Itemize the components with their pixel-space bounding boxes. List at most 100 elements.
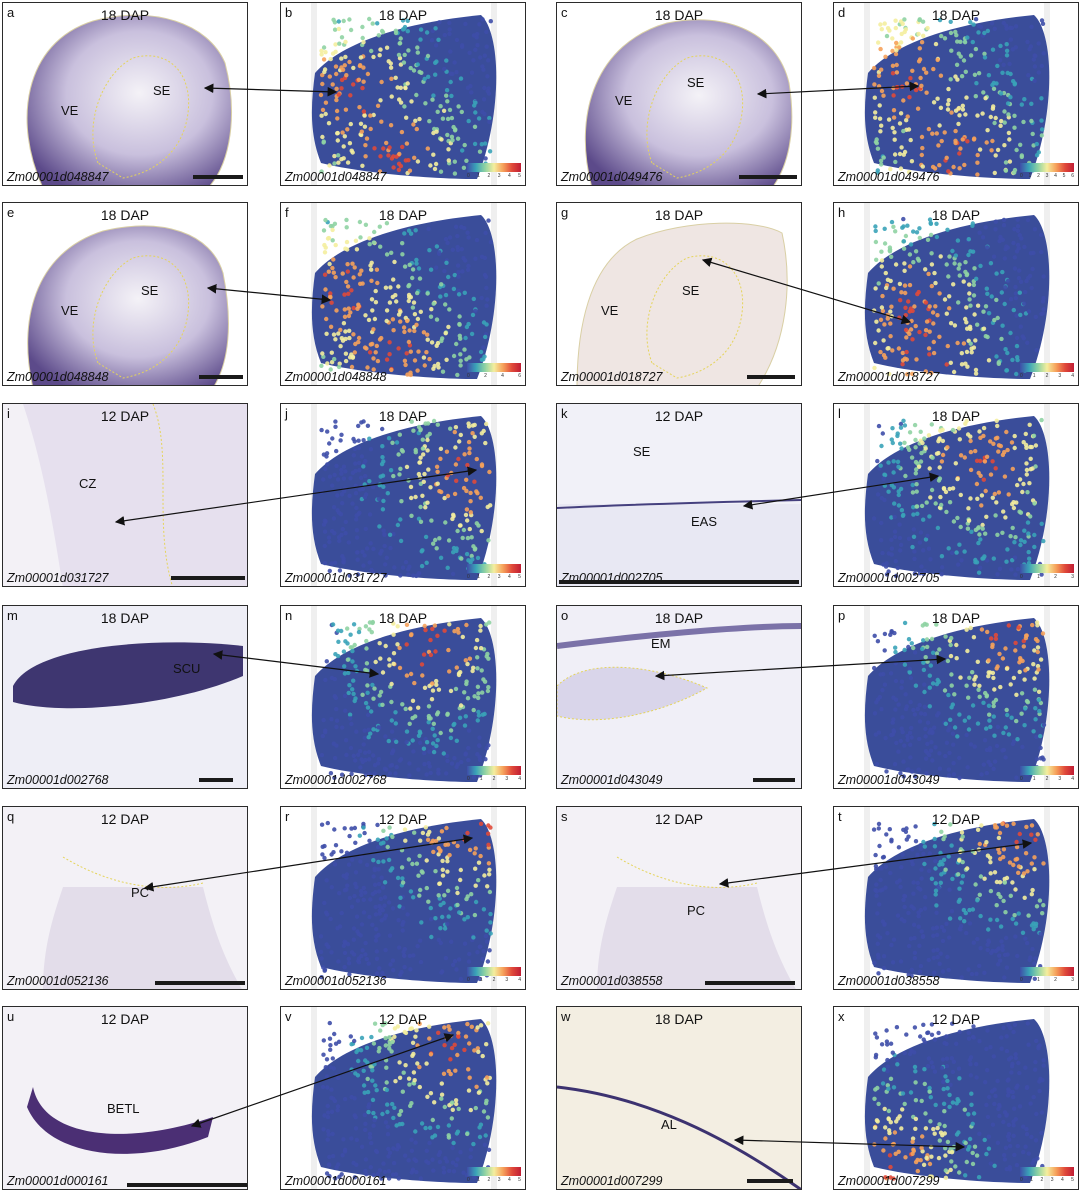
panel-title: 18 DAP <box>378 207 428 223</box>
gene-id: Zm00001d043049 <box>561 773 663 787</box>
panel-title: 12 DAP <box>100 811 150 827</box>
panel-letter: t <box>838 809 842 824</box>
panel-letter: s <box>561 809 568 824</box>
color-scale-gradient <box>1020 1167 1074 1176</box>
tissue-section-image <box>584 19 793 185</box>
spatial-heatmap-image <box>311 203 497 385</box>
gene-id: Zm00001d007299 <box>561 1174 663 1188</box>
region-label: PC <box>131 885 150 900</box>
panel-l: l 18 DAP Zm00001d002705 0 1 2 3 <box>833 403 1079 587</box>
color-scale-gradient <box>467 967 521 976</box>
color-scale-tick: 6 <box>518 373 521 379</box>
tissue-section-image <box>3 807 247 989</box>
region-label: VE <box>61 303 79 318</box>
panel-o: o 18 DAP Zm00001d043049 EM <box>556 605 802 789</box>
spatial-heatmap-image <box>311 807 497 989</box>
color-scale-ticks: 0 2 4 6 <box>467 373 521 379</box>
gene-id: Zm00001d048848 <box>285 370 387 384</box>
panel-letter: g <box>561 205 569 220</box>
gene-id: Zm00001d031727 <box>285 571 387 585</box>
color-scale-tick: 5 <box>518 173 521 179</box>
color-scale: 0 1 2 3 4 <box>467 967 521 983</box>
color-scale-tick: 0 <box>467 776 470 782</box>
gene-id: Zm00001d048847 <box>285 170 387 184</box>
panel-letter: v <box>285 1009 292 1024</box>
panel-p: p 18 DAP Zm00001d043049 0 1 2 3 4 <box>833 605 1079 789</box>
color-scale-ticks: 0 1 2 3 4 <box>1020 373 1074 379</box>
color-scale-tick: 0 <box>1020 373 1023 379</box>
scale-bar <box>193 175 243 179</box>
region-label: SE <box>153 83 171 98</box>
color-scale-tick: 4 <box>501 373 504 379</box>
color-scale-tick: 2 <box>492 776 496 782</box>
panel-letter: j <box>285 406 288 421</box>
panel-letter: k <box>561 406 568 421</box>
spatial-heatmap-image <box>864 1007 1050 1189</box>
color-scale-ticks: 0 1 2 3 4 <box>467 776 521 782</box>
color-scale-gradient <box>467 564 521 573</box>
color-scale: 0 1 2 3 <box>1020 967 1074 983</box>
region-label: SE <box>682 283 700 298</box>
scale-bar <box>747 375 795 379</box>
region-label: VE <box>601 303 619 318</box>
spatial-heatmap-image <box>864 3 1050 185</box>
region-label: SE <box>633 444 651 459</box>
color-scale-tick: 1 <box>1030 1177 1034 1183</box>
tissue-section-image <box>557 1007 801 1189</box>
spatial-heatmap-image <box>311 3 497 185</box>
panel-m: m 18 DAP Zm00001d002768 SCU <box>2 605 248 789</box>
gene-id: Zm00001d043049 <box>838 773 940 787</box>
region-label: SE <box>687 75 705 90</box>
color-scale-gradient <box>1020 163 1074 172</box>
panel-letter: d <box>838 5 846 20</box>
scale-bar <box>559 580 799 584</box>
panel-letter: e <box>7 205 15 220</box>
panel-title: 12 DAP <box>378 1011 428 1027</box>
color-scale-tick: 0 <box>467 977 470 983</box>
panel-letter: b <box>285 5 293 20</box>
color-scale-tick: 6 <box>1071 173 1074 179</box>
color-scale-tick: 2 <box>487 1177 491 1183</box>
color-scale-tick: 2 <box>1040 1177 1044 1183</box>
color-scale-gradient <box>467 1167 521 1176</box>
panel-letter: f <box>285 205 289 220</box>
color-scale-tick: 3 <box>1045 173 1049 179</box>
color-scale-tick: 3 <box>1050 1177 1054 1183</box>
color-scale-tick: 4 <box>518 977 521 983</box>
color-scale-tick: 0 <box>467 373 470 379</box>
panel-title: 12 DAP <box>931 1011 981 1027</box>
panel-t: t 12 DAP Zm00001d038558 0 1 2 3 <box>833 806 1079 990</box>
panel-title: 18 DAP <box>100 610 150 626</box>
color-scale-tick: 1 <box>477 1177 481 1183</box>
color-scale-tick: 1 <box>1028 173 1032 179</box>
gene-id: Zm00001d048848 <box>7 370 109 384</box>
color-scale-tick: 5 <box>1071 1177 1074 1183</box>
panel-letter: a <box>7 5 15 20</box>
spatial-heatmap-image <box>864 807 1050 989</box>
spatial-heatmap-image <box>311 404 497 586</box>
region-label: VE <box>615 93 633 108</box>
panel-letter: h <box>838 205 846 220</box>
panel-letter: p <box>838 608 846 623</box>
panel-x: x 12 DAP Zm00001d007299 0 1 2 3 4 5 <box>833 1006 1079 1190</box>
color-scale-gradient <box>1020 363 1074 372</box>
color-scale-tick: 1 <box>1032 373 1036 379</box>
panel-letter: m <box>7 608 18 623</box>
color-scale-tick: 2 <box>492 977 496 983</box>
gene-id: Zm00001d002705 <box>838 571 940 585</box>
color-scale-tick: 3 <box>497 574 501 580</box>
color-scale-gradient <box>1020 967 1074 976</box>
color-scale: 0 2 4 6 <box>467 363 521 379</box>
color-scale-tick: 2 <box>484 373 487 379</box>
panel-letter: c <box>561 5 568 20</box>
color-scale-tick: 3 <box>505 776 509 782</box>
panel-letter: i <box>7 406 10 421</box>
color-scale-tick: 3 <box>497 173 501 179</box>
scale-bar <box>199 778 233 782</box>
color-scale-tick: 1 <box>1037 977 1040 983</box>
color-scale-tick: 0 <box>467 574 470 580</box>
